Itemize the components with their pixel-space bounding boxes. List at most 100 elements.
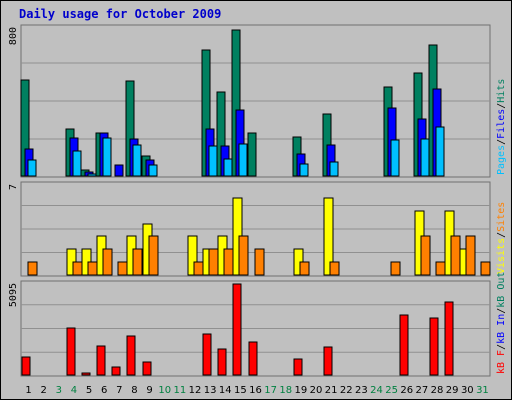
bar-sites-day-13 [208, 248, 219, 276]
y-max-label: 7 [8, 184, 19, 190]
bar-pages-day-8 [132, 144, 142, 177]
bar-pages-day-14 [223, 158, 233, 177]
bar-sites-day-16 [254, 248, 265, 276]
legend-separator: / [496, 232, 507, 238]
x-tick-label-day-27: 27 [416, 385, 429, 396]
x-tick-label-day-10: 10 [158, 385, 171, 396]
bar-sites-day-7 [117, 261, 128, 276]
bar-kb-f-day-16 [248, 341, 258, 376]
bar-kb-f-day-13 [202, 333, 212, 376]
x-tick-label-day-5: 5 [86, 385, 92, 396]
bar-pages-day-6 [102, 137, 112, 177]
bar-sites-day-15 [238, 235, 249, 276]
bar-sites-day-28 [435, 261, 446, 276]
x-tick-label-day-16: 16 [249, 385, 262, 396]
y-max-label: 5095 [8, 283, 19, 307]
bar-sites-day-12 [193, 261, 204, 276]
bar-sites-day-27 [420, 235, 431, 276]
x-tick-label-day-9: 9 [146, 385, 152, 396]
bar-sites-day-19 [299, 261, 310, 276]
legend-entry-visits: Visits [496, 238, 507, 274]
x-tick-label-day-25: 25 [385, 385, 398, 396]
bar-pages-day-21 [329, 161, 339, 177]
bar-kb-f-day-14 [217, 348, 227, 376]
legend-kbytes: kB F/kB In/kB Out [496, 272, 507, 374]
x-tick-label-day-28: 28 [431, 385, 444, 396]
x-tick-label-day-1: 1 [25, 385, 31, 396]
bar-kb-f-day-28 [429, 317, 439, 376]
bar-pages-day-1 [27, 159, 37, 177]
legend-separator: / [496, 308, 507, 314]
bar-sites-day-9 [148, 235, 159, 276]
bar-kb-f-day-7 [111, 366, 121, 376]
bar-pages-day-28 [435, 126, 445, 177]
x-tick-label-day-26: 26 [400, 385, 413, 396]
legend-entry-pages: Pages [496, 145, 507, 175]
x-tick-label-day-18: 18 [279, 385, 292, 396]
bar-kb-f-day-15 [232, 283, 242, 376]
legend-visits-sites: Visits/Sites [496, 202, 507, 274]
bar-sites-day-31 [480, 261, 491, 276]
bar-files-day-7 [114, 164, 124, 177]
x-tick-label-day-11: 11 [173, 385, 186, 396]
bar-sites-day-1 [27, 261, 38, 276]
legend-hits-files-pages: Pages/Files/Hits [496, 79, 507, 175]
legend-entry-kb-in: kB In [496, 314, 507, 344]
legend-entry-hits: Hits [496, 79, 507, 103]
bar-hits-day-16 [247, 132, 257, 177]
legend-separator: / [496, 344, 507, 350]
bar-pages-day-9 [148, 164, 158, 177]
x-tick-label-day-22: 22 [340, 385, 353, 396]
bar-sites-day-25 [390, 261, 401, 276]
bar-sites-day-8 [132, 248, 143, 276]
bar-sites-day-6 [102, 248, 113, 276]
bar-kb-f-day-8 [126, 335, 136, 376]
bar-kb-f-day-9 [142, 361, 152, 376]
bar-kb-f-day-19 [293, 358, 303, 376]
x-tick-label-day-2: 2 [41, 385, 47, 396]
bar-pages-day-5 [87, 173, 97, 177]
bar-pages-day-19 [299, 163, 309, 177]
x-tick-label-day-6: 6 [101, 385, 107, 396]
x-tick-label-day-4: 4 [71, 385, 77, 396]
bar-kb-f-day-21 [323, 346, 333, 376]
panel-visits-sites: 7 Visits/Sites [8, 181, 507, 277]
x-tick-label-day-31: 31 [476, 385, 489, 396]
bar-pages-day-27 [420, 138, 430, 177]
bar-sites-day-5 [87, 261, 98, 276]
y-max-label: 800 [8, 27, 19, 45]
bar-pages-day-15 [238, 143, 248, 177]
chart-title: Daily usage for October 2009 [19, 7, 222, 21]
x-tick-label-day-17: 17 [264, 385, 277, 396]
bar-visits-day-21 [323, 197, 334, 276]
legend-separator: / [496, 103, 507, 109]
bar-sites-day-21 [329, 261, 340, 276]
x-tick-label-day-20: 20 [310, 385, 323, 396]
bar-sites-day-14 [223, 248, 234, 276]
x-tick-label-day-30: 30 [461, 385, 474, 396]
legend-separator: / [496, 139, 507, 145]
bar-pages-day-25 [390, 139, 400, 177]
bar-pages-day-13 [208, 145, 218, 177]
bar-sites-day-4 [72, 261, 83, 276]
x-tick-label-day-7: 7 [116, 385, 122, 396]
x-tick-label-day-3: 3 [56, 385, 62, 396]
bar-kb-f-day-5 [81, 372, 91, 376]
legend-entry-files: Files [496, 109, 507, 139]
x-tick-label-day-24: 24 [370, 385, 383, 396]
bar-sites-day-29 [450, 235, 461, 276]
legend-entry-kb-f: kB F [496, 350, 507, 374]
x-tick-label-day-8: 8 [131, 385, 137, 396]
bar-kb-f-day-26 [399, 314, 409, 376]
legend-entry-kb-out: kB Out [496, 272, 507, 308]
x-tick-label-day-29: 29 [446, 385, 459, 396]
bar-pages-day-4 [72, 150, 82, 177]
x-tick-label-day-13: 13 [204, 385, 217, 396]
x-tick-label-day-19: 19 [295, 385, 308, 396]
bar-kb-f-day-4 [66, 327, 76, 376]
bar-kb-f-day-6 [96, 345, 106, 376]
x-tick-label-day-15: 15 [234, 385, 247, 396]
